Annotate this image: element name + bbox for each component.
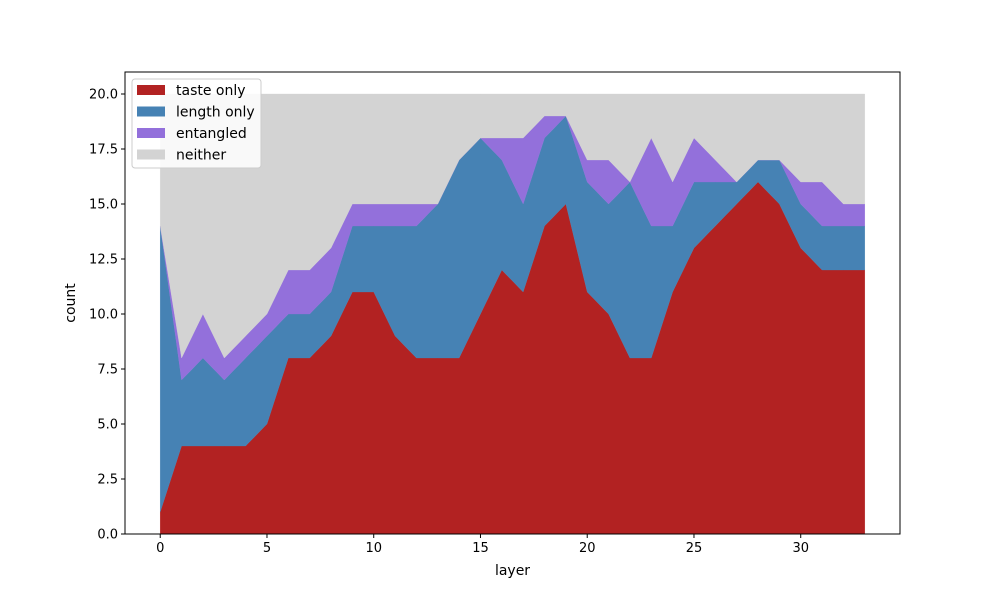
legend: taste only length only entangled neither bbox=[131, 78, 262, 169]
x-tick-label: 10 bbox=[365, 541, 382, 556]
area-neither bbox=[160, 93, 865, 359]
y-tick-label: 7.5 bbox=[97, 363, 118, 378]
plot-frame bbox=[124, 71, 901, 535]
x-tick-label: 15 bbox=[472, 541, 489, 556]
legend-label: taste only bbox=[176, 83, 246, 99]
x-tick-label: 30 bbox=[792, 541, 809, 556]
legend-label: entangled bbox=[176, 126, 247, 142]
x-axis-label: layer bbox=[495, 563, 530, 579]
y-tick-label: 15.0 bbox=[89, 198, 118, 213]
legend-swatch bbox=[137, 85, 165, 95]
x-tick-label: 5 bbox=[263, 541, 271, 556]
legend-label: length only bbox=[176, 105, 255, 121]
y-tick-label: 10.0 bbox=[89, 308, 118, 323]
legend-swatch bbox=[137, 128, 165, 138]
y-axis-label: count bbox=[63, 283, 79, 323]
area-layers bbox=[160, 93, 865, 535]
legend-box bbox=[131, 78, 262, 169]
y-tick-label: 0.0 bbox=[97, 528, 118, 543]
y-tick-label: 17.5 bbox=[89, 143, 118, 158]
x-tick-label: 20 bbox=[579, 541, 596, 556]
legend-swatch bbox=[137, 149, 165, 160]
y-tick-label: 20.0 bbox=[89, 88, 118, 103]
y-tick-label: 2.5 bbox=[97, 473, 118, 488]
x-tick-label: 0 bbox=[156, 541, 164, 556]
y-axis-ticks: 0.0 2.5 5.0 7.5 10.0 12.5 15.0 17.5 20.0 bbox=[89, 88, 125, 543]
y-tick-label: 12.5 bbox=[89, 253, 118, 268]
legend-swatch bbox=[137, 106, 165, 117]
x-tick-label: 25 bbox=[686, 541, 703, 556]
legend-label: neither bbox=[176, 148, 226, 164]
x-axis-ticks: 0 5 10 15 20 25 30 bbox=[156, 534, 809, 556]
y-tick-label: 5.0 bbox=[97, 418, 118, 433]
